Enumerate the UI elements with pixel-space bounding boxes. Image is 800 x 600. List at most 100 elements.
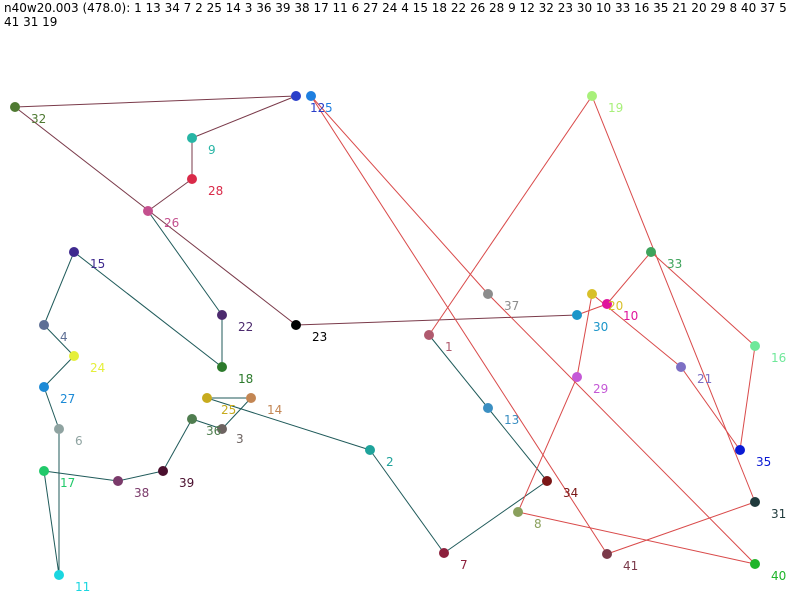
tour-edge-24-4 (43, 324, 75, 357)
node-1 (424, 330, 434, 340)
node-label-1: 1 (445, 340, 453, 354)
node-38 (113, 476, 123, 486)
node-17 (39, 466, 49, 476)
node-label-6: 6 (75, 434, 83, 448)
node-30 (572, 310, 582, 320)
tour-edge-7-2 (369, 449, 445, 554)
node-label-17: 17 (60, 476, 75, 490)
node-label-9: 9 (208, 143, 216, 157)
node-18 (217, 362, 227, 372)
node-label-39: 39 (179, 476, 194, 490)
node-label-2: 2 (386, 455, 394, 469)
tour-edge-17-11 (43, 470, 60, 576)
node-label-33: 33 (667, 257, 682, 271)
node-31 (750, 497, 760, 507)
tour-edge-41-31 (606, 501, 756, 555)
node-label-19: 19 (608, 101, 623, 115)
tour-edge-10-33 (606, 251, 652, 305)
node-label-35: 35 (756, 455, 771, 469)
node-label-4: 4 (60, 330, 68, 344)
node-19 (587, 91, 597, 101)
tour-title: n40w20.003 (478.0): 1 13 34 7 2 25 14 3 … (4, 1, 787, 29)
tour-nodes: 1234567891011121314151617181920212223242… (10, 91, 786, 594)
node-label-21: 21 (697, 372, 712, 386)
node-36 (187, 414, 197, 424)
node-label-40: 40 (771, 569, 786, 583)
node-label-3: 3 (236, 432, 244, 446)
tour-edge-26-28 (147, 178, 193, 212)
tour-edge-38-17 (43, 470, 119, 482)
node-label-18: 18 (238, 372, 253, 386)
node-3 (217, 424, 227, 434)
node-label-7: 7 (460, 558, 468, 572)
tour-edge-19-1 (428, 95, 593, 336)
tour-edge-4-15 (43, 251, 75, 326)
node-label-14: 14 (267, 403, 282, 417)
node-41 (602, 549, 612, 559)
node-12 (291, 91, 301, 101)
tour-edge-12-32 (14, 95, 297, 108)
node-label-24: 24 (90, 361, 105, 375)
node-15 (69, 247, 79, 257)
tour-edge-35-21 (680, 366, 741, 451)
node-29 (572, 372, 582, 382)
tour-edge-29-8 (517, 376, 578, 513)
node-11 (54, 570, 64, 580)
tour-edge-8-40 (517, 511, 756, 565)
node-28 (187, 174, 197, 184)
node-20 (587, 289, 597, 299)
tour-edge-40-37 (487, 293, 756, 565)
node-label-13: 13 (504, 413, 519, 427)
node-32 (10, 102, 20, 112)
node-label-29: 29 (593, 382, 608, 396)
tour-edge-37-5 (310, 95, 489, 295)
tour-edge-22-26 (147, 210, 223, 316)
tour-edges (14, 95, 756, 576)
node-label-15: 15 (90, 257, 105, 271)
node-label-12: 12 (310, 101, 325, 115)
node-label-27: 27 (60, 392, 75, 406)
node-10 (602, 299, 612, 309)
node-label-10: 10 (623, 309, 638, 323)
node-label-25: 25 (221, 403, 236, 417)
node-6 (54, 424, 64, 434)
node-7 (439, 548, 449, 558)
tour-edge-16-35 (739, 345, 756, 451)
node-label-34: 34 (563, 486, 578, 500)
node-label-16: 16 (771, 351, 786, 365)
node-9 (187, 133, 197, 143)
node-14 (246, 393, 256, 403)
node-label-26: 26 (164, 216, 179, 230)
node-16 (750, 341, 760, 351)
node-label-41: 41 (623, 559, 638, 573)
node-8 (513, 507, 523, 517)
node-4 (39, 320, 49, 330)
tour-edge-36-39 (162, 418, 193, 472)
node-2 (365, 445, 375, 455)
tour-edge-14-3 (221, 397, 252, 430)
tour-edge-1-13 (428, 334, 489, 409)
node-label-5: 5 (325, 101, 333, 115)
node-label-11: 11 (75, 580, 90, 594)
node-5 (306, 91, 316, 101)
node-label-28: 28 (208, 184, 223, 198)
tour-edge-6-27 (43, 386, 60, 430)
node-34 (542, 476, 552, 486)
tour-edge-32-23 (14, 106, 297, 326)
node-label-8: 8 (534, 517, 542, 531)
node-40 (750, 559, 760, 569)
node-39 (158, 466, 168, 476)
tour-edge-15-18 (73, 251, 223, 368)
node-35 (735, 445, 745, 455)
node-label-22: 22 (238, 320, 253, 334)
tour-edge-3-36 (191, 418, 223, 430)
node-13 (483, 403, 493, 413)
node-label-36: 36 (206, 424, 221, 438)
tour-edge-33-16 (650, 251, 756, 347)
tour-edge-23-30 (295, 314, 578, 326)
tour-edge-5-41 (310, 95, 608, 555)
tour-edge-27-24 (43, 355, 75, 388)
node-21 (676, 362, 686, 372)
node-label-37: 37 (504, 299, 519, 313)
node-23 (291, 320, 301, 330)
